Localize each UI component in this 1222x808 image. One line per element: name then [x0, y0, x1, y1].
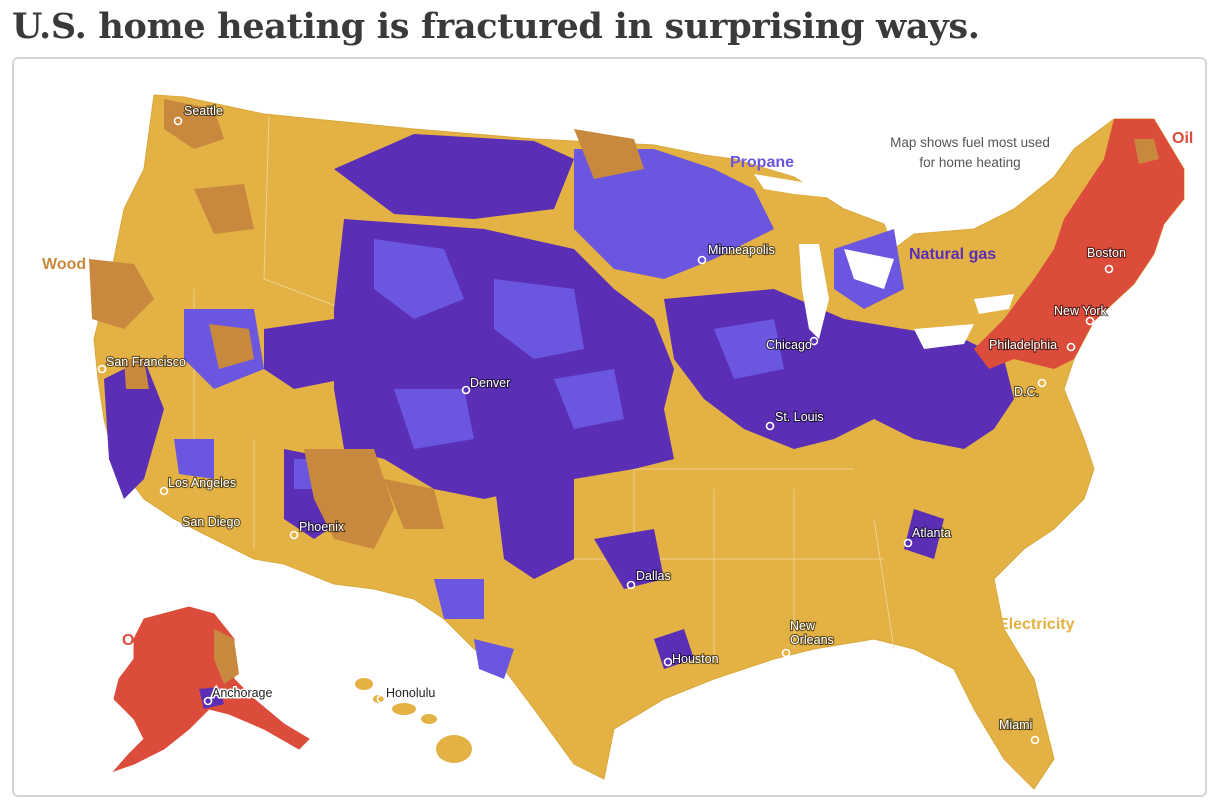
fuel-label-natural-gas: Natural gas: [909, 246, 996, 263]
city-label-new-orleans-line2: Orleans: [790, 633, 834, 647]
fuel-label-propane: Propane: [730, 154, 794, 171]
wood-patch-maine: [1134, 139, 1159, 164]
city-label-honolulu: Honolulu: [386, 686, 435, 700]
city-label-dc: D.C.: [1014, 385, 1039, 399]
fuel-label-oil-alaska: Oil: [122, 632, 143, 649]
fuel-label-electricity: Electricity: [998, 616, 1075, 633]
city-markers: [97, 116, 1114, 745]
city-label-new-orleans-line1: New: [790, 619, 816, 633]
city-label-denver: Denver: [470, 376, 510, 390]
fuel-label-wood: Wood: [42, 256, 86, 273]
city-label-boston: Boston: [1087, 246, 1126, 260]
city-label-atlanta: Atlanta: [912, 526, 951, 540]
city-label-los-angeles: Los Angeles: [168, 476, 236, 490]
city-label-san-francisco: San Francisco: [106, 355, 186, 369]
alaska-wood-patch: [214, 629, 239, 684]
propane-regions: [174, 149, 904, 679]
city-label-houston: Houston: [672, 652, 719, 666]
city-label-chicago: Chicago: [766, 338, 812, 352]
heating-fuel-map: Seattle Minneapolis Boston New York Chic…: [42, 94, 1193, 790]
city-label-dallas: Dallas: [636, 569, 671, 583]
city-label-minneapolis: Minneapolis: [708, 243, 775, 257]
wood-regions: [89, 99, 644, 549]
city-label-miami: Miami: [999, 718, 1032, 732]
page-title: U.S. home heating is fractured in surpri…: [12, 6, 980, 47]
city-label-st-louis: St. Louis: [775, 410, 824, 424]
city-label-anchorage: Anchorage: [212, 686, 273, 700]
city-label-philadelphia: Philadelphia: [989, 338, 1057, 352]
map-note-line2: for home heating: [919, 155, 1020, 170]
hawaii-islands: [355, 678, 472, 763]
fuel-label-oil-northeast: Oil: [1172, 130, 1193, 147]
city-label-seattle: Seattle: [184, 104, 223, 118]
map-frame: Seattle Minneapolis Boston New York Chic…: [12, 57, 1207, 797]
city-label-san-diego: San Diego: [182, 515, 240, 529]
city-label-new-york: New York: [1054, 304, 1108, 318]
map-note-line1: Map shows fuel most used: [890, 135, 1050, 150]
great-lakes: [754, 174, 1014, 349]
oil-region-northeast: [974, 119, 1184, 369]
city-label-phoenix: Phoenix: [299, 520, 345, 534]
